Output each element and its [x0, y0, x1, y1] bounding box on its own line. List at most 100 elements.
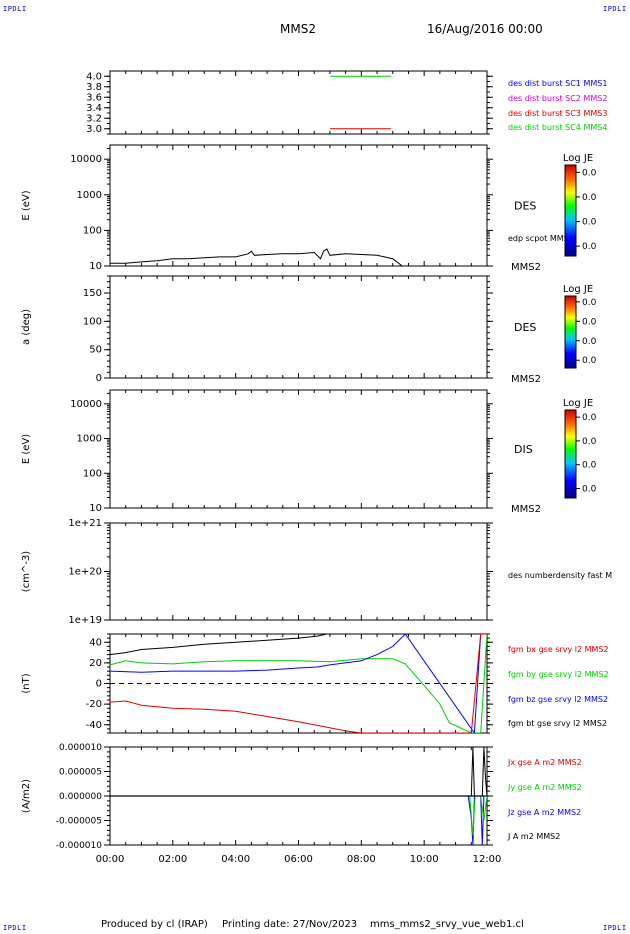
species-label: DES — [514, 200, 536, 213]
y-tick-label: 0.000010 — [59, 743, 102, 753]
legend-entry: J A m2 MMS2 — [507, 832, 560, 841]
y-tick-label: 20 — [89, 658, 102, 669]
y-tick-label: 1000 — [77, 190, 102, 201]
y-tick-label: 100 — [83, 225, 102, 236]
series-line — [110, 248, 403, 266]
x-tick-label: 04:00 — [221, 854, 250, 865]
legend-entry: Jz gse A m2 MMS2 — [507, 808, 581, 817]
y-axis-label: a (deg) — [21, 309, 32, 345]
y-axis-label: (cm^-3) — [21, 551, 32, 592]
colorbar-tick-label: 0.0 — [582, 337, 597, 347]
colorbar-tick-label: 0.0 — [582, 168, 597, 178]
y-tick-label: 10 — [89, 261, 102, 272]
panel-frame — [109, 70, 488, 135]
spacecraft-title: MMS2 — [280, 22, 316, 36]
x-tick-label: 00:00 — [96, 854, 125, 865]
y-axis-label: E (eV) — [21, 190, 32, 220]
series-line — [110, 747, 487, 797]
colorbar-tick-label: 0.0 — [582, 461, 597, 471]
panel-satellite-label: MMS2 — [511, 262, 541, 273]
y-tick-label: 10000 — [70, 154, 102, 165]
y-tick-label: -40 — [86, 720, 102, 731]
colorbar-tick-label: 0.0 — [582, 356, 597, 366]
panel-frame — [109, 522, 488, 621]
series-line — [110, 634, 487, 733]
y-tick-label: -0.000010 — [56, 841, 102, 851]
legend-entry: des dist burst SC4 MMS4 — [508, 123, 607, 132]
colorbar-tick-label: 0.0 — [582, 193, 597, 203]
colorbar-tick-label: 0.0 — [582, 242, 597, 252]
y-tick-label: 0 — [96, 679, 102, 690]
y-tick-label: -0.000005 — [56, 817, 102, 827]
legend-entry: des dist burst SC1 MMS1 — [508, 79, 607, 88]
colorbar-tick-label: 0.0 — [582, 484, 597, 494]
species-label: DES — [514, 321, 536, 334]
footer-filename: mms_mms2_srvy_vue_web1.cl — [370, 919, 524, 930]
series-line — [110, 634, 327, 656]
y-axis-label: E (eV) — [21, 434, 32, 464]
series-line — [110, 795, 487, 836]
y-axis-label: (nT) — [21, 673, 32, 693]
legend-entry: edp scpot MMS2 — [508, 234, 574, 243]
y-tick-label: 3.0 — [86, 124, 102, 135]
colorbar-title: Log JE — [563, 398, 593, 409]
y-tick-label: -20 — [86, 699, 102, 710]
y-tick-label: 3.2 — [86, 113, 102, 124]
y-tick-label: 1e+19 — [68, 615, 102, 626]
panel-frame — [109, 389, 488, 509]
corner-mark-bottom-right: IPDLI — [603, 924, 627, 932]
y-tick-label: 4.0 — [86, 71, 102, 82]
colorbar-tick-label: 0.0 — [582, 298, 597, 308]
colorbar-tick-label: 0.0 — [582, 437, 597, 447]
panel-frame — [109, 144, 488, 267]
y-tick-label: 3.8 — [86, 82, 102, 93]
y-tick-label: 1e+20 — [68, 567, 102, 578]
footer-printing-date: Printing date: 27/Nov/2023 — [222, 919, 358, 930]
series-line — [110, 634, 487, 733]
corner-mark-top-right: IPDLI — [603, 5, 627, 13]
species-label: DIS — [514, 443, 533, 456]
colorbar — [564, 409, 577, 499]
y-tick-label: 0.000000 — [59, 792, 102, 802]
legend-entry: fgm by gse srvy l2 MMS2 — [508, 670, 609, 679]
corner-mark-bottom-left: IPDLI — [3, 924, 27, 932]
y-tick-label: 1000 — [77, 434, 102, 445]
series-line — [110, 795, 487, 845]
y-tick-label: 3.4 — [86, 103, 102, 114]
colorbar-title: Log JE — [563, 284, 593, 295]
y-tick-label: 10 — [89, 503, 102, 514]
colorbar — [564, 164, 577, 257]
colorbar-tick-label: 0.0 — [582, 317, 597, 327]
y-tick-label: 3.6 — [86, 92, 102, 103]
panel-frame — [109, 275, 488, 379]
panel-satellite-label: MMS2 — [511, 504, 541, 515]
x-tick-label: 06:00 — [284, 854, 313, 865]
x-tick-label: 08:00 — [347, 854, 376, 865]
colorbar — [564, 295, 577, 369]
colorbar-tick-label: 0.0 — [582, 218, 597, 228]
colorbar-tick-label: 0.0 — [582, 413, 597, 423]
legend-entry: des dist burst SC2 MMS2 — [508, 94, 607, 103]
legend-entry: Jy gse A m2 MMS2 — [507, 783, 582, 792]
y-axis-label: (A/m2) — [21, 779, 32, 813]
y-tick-label: 150 — [83, 288, 102, 299]
colorbar-title: Log JE — [563, 153, 593, 164]
y-tick-label: 1e+21 — [68, 518, 102, 529]
y-tick-label: 0.000005 — [59, 768, 102, 778]
corner-mark-top-left: IPDLI — [3, 5, 27, 13]
panel-satellite-label: MMS2 — [511, 374, 541, 385]
series-line — [110, 634, 482, 733]
x-tick-label: 12:00 — [473, 854, 502, 865]
y-tick-label: 10000 — [70, 399, 102, 410]
y-tick-label: 100 — [83, 468, 102, 479]
y-tick-label: 40 — [89, 637, 102, 648]
date-title: 16/Aug/2016 00:00 — [427, 22, 543, 36]
y-tick-label: 0 — [96, 373, 102, 384]
legend-entry: fgm bx gse srvy l2 MMS2 — [508, 645, 609, 654]
x-tick-label: 10:00 — [410, 854, 439, 865]
legend-entry: des numberdensity fast M — [508, 571, 612, 580]
y-tick-label: 50 — [89, 345, 102, 356]
y-tick-label: 100 — [83, 316, 102, 327]
x-tick-label: 02:00 — [158, 854, 187, 865]
